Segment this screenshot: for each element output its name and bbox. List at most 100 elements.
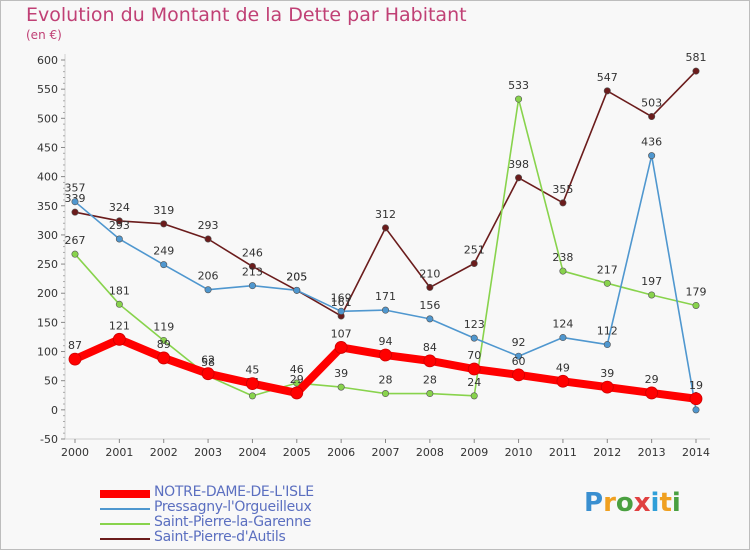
data-label-3: 319 <box>153 204 174 217</box>
data-label-3: 246 <box>242 246 263 259</box>
y-tick-label: 250 <box>37 258 58 271</box>
data-label-3: 324 <box>109 201 130 214</box>
data-point-2 <box>337 383 345 391</box>
brand-letter: x <box>633 488 651 518</box>
data-label-2: 39 <box>334 367 348 380</box>
y-tick-label: 600 <box>37 54 58 67</box>
data-point-0 <box>379 348 392 362</box>
legend-item: Saint-Pierre-d'Autils <box>100 529 400 546</box>
data-label-0: 49 <box>556 361 570 374</box>
data-label-1: 205 <box>286 270 307 283</box>
data-label-1: 156 <box>419 299 440 312</box>
data-point-2 <box>248 392 256 400</box>
data-point-1 <box>160 261 168 269</box>
y-tick-label: 550 <box>37 83 58 96</box>
data-label-1: 123 <box>464 318 485 331</box>
legend-swatch <box>100 490 150 498</box>
y-tick-label: 0 <box>51 404 58 417</box>
brand-letter: P <box>584 488 604 518</box>
data-point-1 <box>648 152 656 160</box>
x-tick-label: 2002 <box>150 446 178 459</box>
y-tick-label: 400 <box>37 171 58 184</box>
data-point-0 <box>157 351 171 365</box>
data-point-2 <box>115 300 123 308</box>
x-tick-label: 2009 <box>460 446 488 459</box>
data-label-3: 293 <box>198 219 219 232</box>
y-tick-label: 500 <box>37 112 58 125</box>
legend-item: Saint-Pierre-la-Garenne <box>100 514 400 531</box>
legend-swatch <box>100 538 150 540</box>
data-point-1 <box>337 307 345 315</box>
x-tick-label: 2003 <box>194 446 222 459</box>
data-point-3 <box>692 67 700 75</box>
data-label-0: 89 <box>157 338 171 351</box>
brand-letter: i <box>671 488 681 518</box>
data-point-1 <box>293 286 301 294</box>
data-point-1 <box>248 282 256 290</box>
data-label-2: 46 <box>290 363 304 376</box>
data-label-0: 94 <box>379 335 393 348</box>
data-label-2: 28 <box>379 374 393 387</box>
data-label-0: 62 <box>201 354 215 367</box>
data-point-2 <box>160 336 168 344</box>
data-label-0: 121 <box>109 319 130 332</box>
data-label-0: 45 <box>245 364 259 377</box>
data-point-1 <box>71 198 79 206</box>
x-tick-label: 2007 <box>372 446 400 459</box>
data-point-0 <box>689 392 703 406</box>
data-point-3 <box>71 208 79 216</box>
y-tick-label: 50 <box>44 375 58 388</box>
data-point-0 <box>556 374 570 388</box>
data-point-0 <box>467 362 481 376</box>
data-point-2 <box>470 392 478 400</box>
data-label-0: 39 <box>600 367 614 380</box>
y-tick-label: 150 <box>37 316 58 329</box>
data-point-3 <box>160 220 168 228</box>
data-point-0 <box>68 352 82 366</box>
data-label-1: 92 <box>512 336 526 349</box>
data-label-3: 355 <box>552 183 573 196</box>
data-point-2 <box>293 379 301 387</box>
data-point-3 <box>470 259 478 267</box>
chart-subtitle: (en €) <box>26 28 62 42</box>
data-label-1: 213 <box>242 266 263 279</box>
data-point-0 <box>201 367 215 381</box>
data-label-2: 119 <box>153 320 174 333</box>
chart-title: Evolution du Montant de la Dette par Hab… <box>26 4 467 26</box>
data-point-3 <box>426 283 434 291</box>
y-tick-label: 350 <box>37 200 58 213</box>
legend-item: Pressagny-l'Orgueilleux <box>100 499 400 516</box>
data-label-3: 503 <box>641 97 662 110</box>
data-point-3 <box>648 113 656 121</box>
data-label-2: 238 <box>552 251 573 264</box>
data-label-3: 398 <box>508 158 529 171</box>
data-label-3: 210 <box>419 267 440 280</box>
data-label-1: 249 <box>153 245 174 258</box>
data-point-2 <box>381 390 389 398</box>
x-tick-label: 2006 <box>327 446 355 459</box>
data-point-1 <box>470 334 478 342</box>
legend: NOTRE-DAME-DE-L'ISLE Pressagny-l'Orgueill… <box>100 484 400 546</box>
data-label-0: 87 <box>68 339 82 352</box>
x-tick-label: 2005 <box>283 446 311 459</box>
legend-label: Saint-Pierre-la-Garenne <box>154 514 312 530</box>
legend-swatch <box>100 508 150 510</box>
data-label-3: 581 <box>686 51 707 64</box>
data-label-3: 251 <box>464 243 485 256</box>
data-label-1: 169 <box>331 291 352 304</box>
legend-label: Saint-Pierre-d'Autils <box>154 529 286 545</box>
data-point-0 <box>334 341 348 354</box>
y-tick-label: 300 <box>37 229 58 242</box>
data-point-3 <box>559 199 567 207</box>
data-point-0 <box>645 386 659 400</box>
brand-letter: r <box>603 488 616 518</box>
data-point-0 <box>246 377 259 391</box>
data-point-1 <box>515 352 523 360</box>
data-point-3 <box>204 235 212 243</box>
data-point-1 <box>692 406 700 414</box>
x-tick-label: 2000 <box>61 446 89 459</box>
data-point-1 <box>559 334 567 342</box>
x-tick-label: 2012 <box>593 446 621 459</box>
data-point-0 <box>290 386 304 400</box>
data-label-1: 293 <box>109 219 130 232</box>
